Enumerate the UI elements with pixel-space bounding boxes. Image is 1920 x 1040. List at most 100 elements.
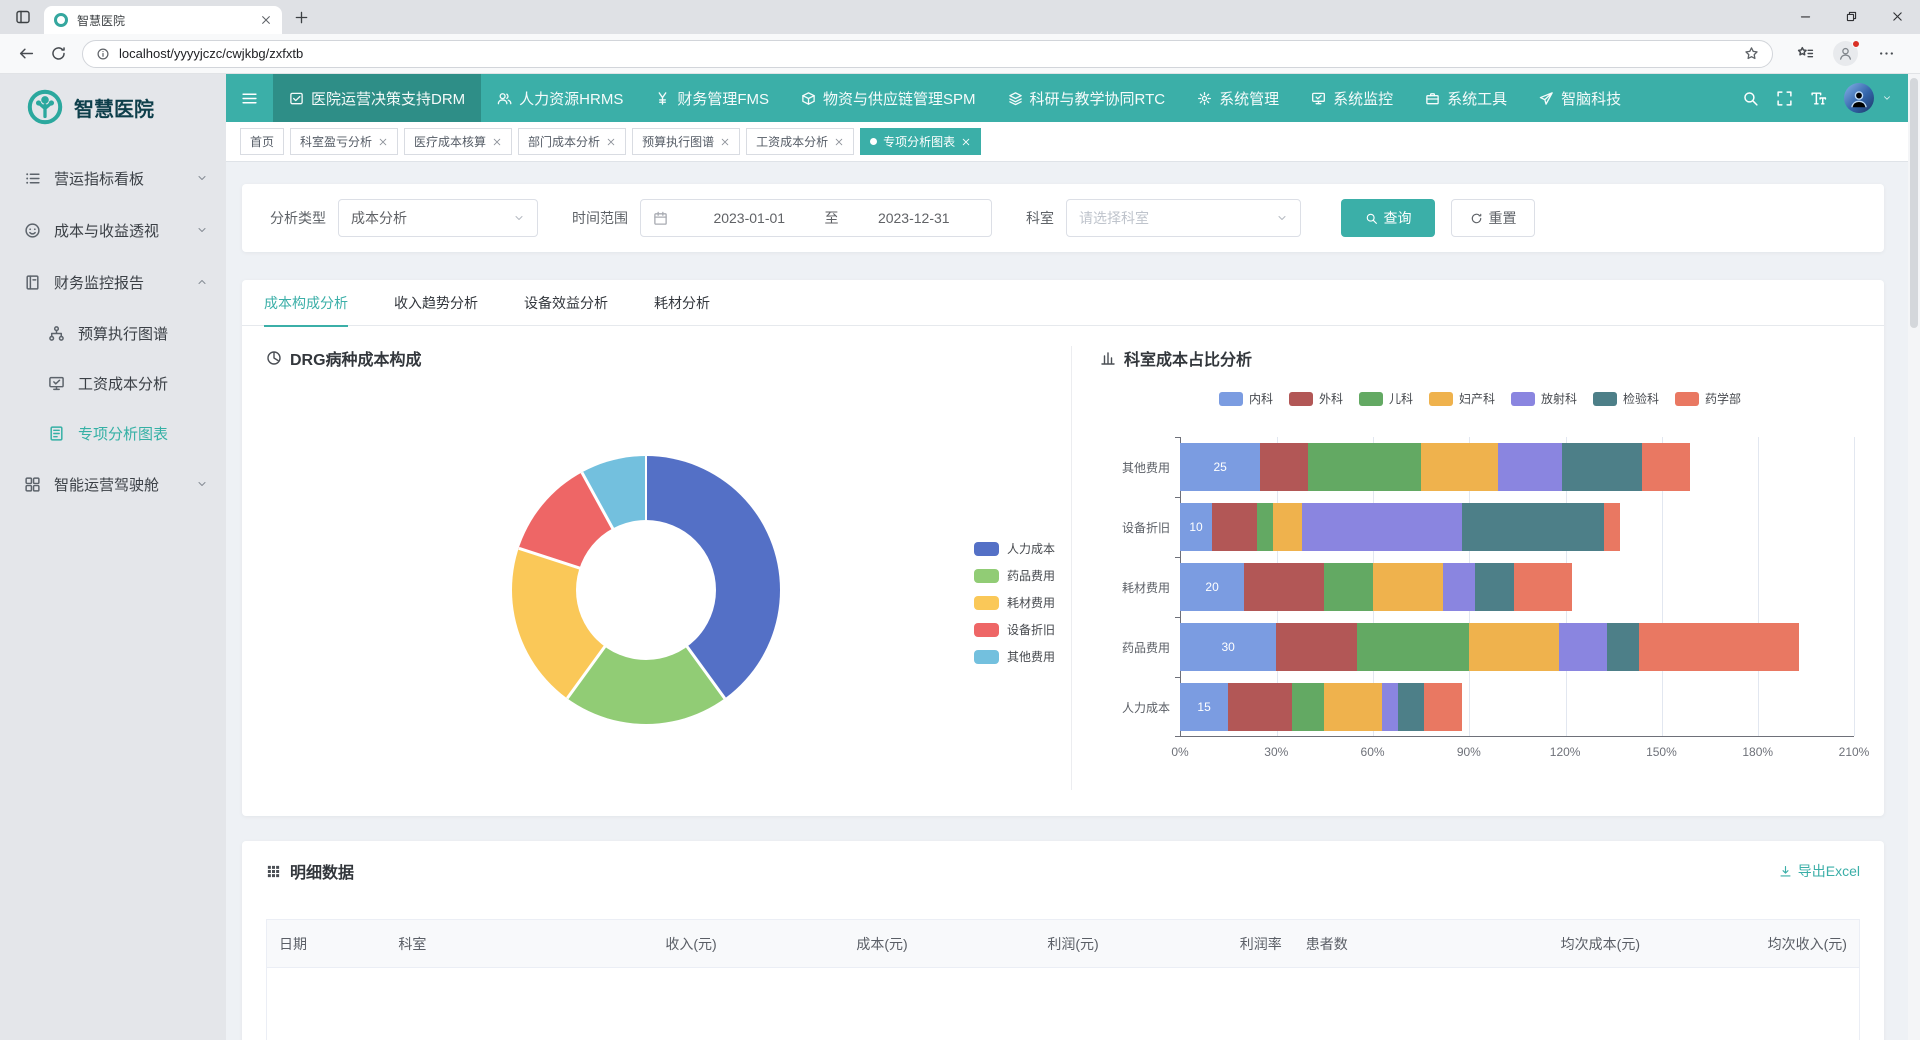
tag-view[interactable]: 部门成本分析: [518, 128, 626, 155]
bar-segment-外科[interactable]: [1228, 683, 1292, 731]
sidebar-item[interactable]: 营运指标看板: [0, 152, 226, 204]
close-icon[interactable]: [961, 137, 971, 147]
new-tab-button[interactable]: [294, 10, 309, 25]
sidebar-item[interactable]: 工资成本分析: [0, 358, 226, 408]
close-icon[interactable]: [378, 137, 388, 147]
browser-tab[interactable]: 智慧医院: [44, 6, 282, 34]
topnav-item[interactable]: 科研与教学协同RTC: [992, 74, 1182, 122]
date-start-value[interactable]: 2023-01-01: [684, 210, 815, 226]
url-text[interactable]: localhost/yyyyjczc/cwjkbg/zxfxtb: [119, 46, 1744, 61]
pie-legend-item[interactable]: 其他费用: [974, 648, 1055, 665]
topnav-item[interactable]: 系统管理: [1181, 74, 1295, 122]
bar-segment-检验科[interactable]: [1398, 683, 1424, 731]
sidebar-item[interactable]: 智能运营驾驶舱: [0, 458, 226, 510]
bar-segment-内科[interactable]: 20: [1180, 563, 1244, 611]
reload-button[interactable]: [42, 39, 74, 69]
pie-legend-item[interactable]: 药品费用: [974, 567, 1055, 584]
bar-segment-内科[interactable]: 25: [1180, 443, 1260, 491]
bar-segment-检验科[interactable]: [1607, 623, 1639, 671]
export-excel-link[interactable]: 导出Excel: [1779, 861, 1860, 881]
bar-segment-妇产科[interactable]: [1324, 683, 1382, 731]
browser-menu-icon[interactable]: [1870, 39, 1902, 69]
bar-segment-儿科[interactable]: [1292, 683, 1324, 731]
analysis-type-select[interactable]: 成本分析: [338, 199, 538, 237]
bar-legend-item[interactable]: 放射科: [1511, 390, 1577, 407]
chart-tab[interactable]: 耗材分析: [654, 280, 710, 326]
reset-button[interactable]: 重置: [1451, 199, 1535, 237]
tag-view[interactable]: 预算执行图谱: [632, 128, 740, 155]
bar-segment-药学部[interactable]: [1639, 623, 1799, 671]
tag-view[interactable]: 工资成本分析: [746, 128, 854, 155]
topnav-item[interactable]: 物资与供应链管理SPM: [785, 74, 992, 122]
bar-segment-内科[interactable]: 15: [1180, 683, 1228, 731]
fullscreen-icon[interactable]: [1776, 90, 1793, 107]
bar-legend-item[interactable]: 检验科: [1593, 390, 1659, 407]
bar-segment-放射科[interactable]: [1559, 623, 1607, 671]
sidebar-item[interactable]: 专项分析图表: [0, 408, 226, 458]
bar-segment-妇产科[interactable]: [1273, 503, 1302, 551]
search-button[interactable]: 查询: [1341, 199, 1435, 237]
bar-segment-放射科[interactable]: [1382, 683, 1398, 731]
user-avatar[interactable]: [1844, 83, 1874, 113]
bar-segment-妇产科[interactable]: [1373, 563, 1444, 611]
bar-segment-外科[interactable]: [1260, 443, 1308, 491]
donut-chart[interactable]: [512, 456, 780, 724]
topnav-item[interactable]: 系统监控: [1295, 74, 1409, 122]
bar-segment-检验科[interactable]: [1462, 503, 1603, 551]
topnav-item[interactable]: 系统工具: [1409, 74, 1523, 122]
bar-segment-内科[interactable]: 10: [1180, 503, 1212, 551]
close-icon[interactable]: [606, 137, 616, 147]
pie-legend-item[interactable]: 人力成本: [974, 540, 1055, 557]
bar-segment-外科[interactable]: [1244, 563, 1324, 611]
tag-view[interactable]: 专项分析图表: [860, 128, 981, 155]
bar-segment-外科[interactable]: [1276, 623, 1356, 671]
font-size-icon[interactable]: [1810, 90, 1827, 107]
bar-legend-item[interactable]: 儿科: [1359, 390, 1413, 407]
bookmark-star-icon[interactable]: [1744, 46, 1759, 61]
topnav-item[interactable]: 人力资源HRMS: [481, 74, 639, 122]
back-button[interactable]: [10, 39, 42, 69]
bar-segment-儿科[interactable]: [1324, 563, 1372, 611]
page-scrollbar-thumb[interactable]: [1910, 78, 1918, 328]
chart-tab[interactable]: 收入趋势分析: [394, 280, 478, 326]
window-minimize-button[interactable]: [1782, 0, 1828, 33]
bar-segment-放射科[interactable]: [1302, 503, 1462, 551]
close-icon[interactable]: [834, 137, 844, 147]
close-icon[interactable]: [492, 137, 502, 147]
pie-legend-item[interactable]: 设备折旧: [974, 621, 1055, 638]
date-end-value[interactable]: 2023-12-31: [849, 210, 980, 226]
favorites-list-icon[interactable]: [1789, 39, 1821, 69]
bar-segment-检验科[interactable]: [1562, 443, 1642, 491]
tab-close-icon[interactable]: [260, 14, 272, 26]
bar-chart-area[interactable]: 其他费用25设备折旧10耗材费用20药品费用30人力成本15 0%30%60%9…: [1100, 437, 1860, 765]
topnav-item[interactable]: 医院运营决策支持DRM: [273, 74, 481, 122]
bar-legend-item[interactable]: 外科: [1289, 390, 1343, 407]
chart-tab[interactable]: 设备效益分析: [524, 280, 608, 326]
bar-legend-item[interactable]: 内科: [1219, 390, 1273, 407]
sidebar-item[interactable]: 财务监控报告: [0, 256, 226, 308]
chart-tab[interactable]: 成本构成分析: [264, 280, 348, 326]
search-icon[interactable]: [1742, 90, 1759, 107]
bar-segment-药学部[interactable]: [1424, 683, 1463, 731]
site-info-icon[interactable]: [96, 47, 110, 61]
topnav-item[interactable]: 智脑科技: [1523, 74, 1637, 122]
dept-select[interactable]: 请选择科室: [1066, 199, 1301, 237]
user-menu-chevron-icon[interactable]: [1882, 93, 1892, 103]
topnav-item[interactable]: 财务管理FMS: [639, 74, 785, 122]
close-icon[interactable]: [720, 137, 730, 147]
address-bar[interactable]: localhost/yyyyjczc/cwjkbg/zxfxtb: [82, 40, 1773, 68]
bar-segment-儿科[interactable]: [1308, 443, 1420, 491]
tag-view[interactable]: 科室盈亏分析: [290, 128, 398, 155]
sidebar-item[interactable]: 预算执行图谱: [0, 308, 226, 358]
bar-segment-儿科[interactable]: [1357, 623, 1469, 671]
date-range-input[interactable]: 2023-01-01 至 2023-12-31: [640, 199, 992, 237]
bar-segment-外科[interactable]: [1212, 503, 1257, 551]
pie-legend-item[interactable]: 耗材费用: [974, 594, 1055, 611]
collapse-sidebar-icon[interactable]: [226, 90, 273, 107]
sidebar-item[interactable]: 成本与收益透视: [0, 204, 226, 256]
bar-segment-放射科[interactable]: [1498, 443, 1562, 491]
bar-segment-药学部[interactable]: [1604, 503, 1620, 551]
tab-workspaces-icon[interactable]: [10, 5, 36, 29]
bar-legend-item[interactable]: 药学部: [1675, 390, 1741, 407]
bar-segment-检验科[interactable]: [1475, 563, 1514, 611]
